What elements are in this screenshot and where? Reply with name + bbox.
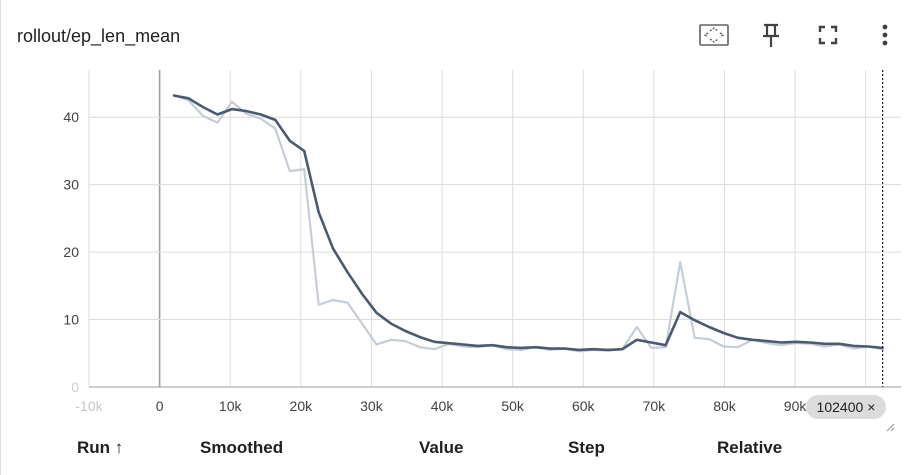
fullscreen-button[interactable] xyxy=(812,22,844,52)
x-tick-label: 70k xyxy=(643,398,667,414)
data-table-header: Run ↑ Smoothed Value Step Relative xyxy=(1,438,922,460)
more-vert-icon xyxy=(881,23,889,52)
x-tick-label: 0 xyxy=(156,398,164,414)
series-line-smoothed xyxy=(172,94,884,352)
y-tick-label: 10 xyxy=(63,312,79,328)
column-header-smoothed[interactable]: Smoothed xyxy=(200,438,284,457)
fit-domain-icon xyxy=(699,23,729,52)
x-tick-label: 10k xyxy=(219,398,243,414)
fullscreen-icon xyxy=(817,24,839,51)
x-tick-label: 30k xyxy=(360,398,384,414)
y-tick-label: 0 xyxy=(71,379,79,395)
close-icon[interactable]: × xyxy=(867,399,876,415)
x-tick-label: 40k xyxy=(431,398,455,414)
column-header-run[interactable]: Run ↑ xyxy=(77,438,124,457)
fit-domain-button[interactable] xyxy=(698,22,730,52)
pin-button[interactable] xyxy=(755,22,787,52)
x-tick-label: 20k xyxy=(290,398,314,414)
x-tick-label: -10k xyxy=(75,398,103,414)
y-tick-label: 40 xyxy=(63,109,79,125)
pin-icon xyxy=(759,22,783,53)
more-options-button[interactable] xyxy=(869,22,901,52)
step-cursor-value: 102400 xyxy=(816,399,864,415)
line-chart[interactable]: -10k010k20k30k40k50k60k70k80k90k100k0102… xyxy=(1,60,901,420)
y-tick-label: 20 xyxy=(63,244,79,260)
x-tick-label: 90k xyxy=(784,398,808,414)
step-cursor-chip[interactable]: 102400 × xyxy=(806,395,886,419)
column-header-step[interactable]: Step xyxy=(568,438,605,457)
y-tick-label: 30 xyxy=(63,177,79,193)
series-line-raw xyxy=(173,93,884,353)
x-tick-label: 50k xyxy=(501,398,525,414)
x-tick-label: 60k xyxy=(572,398,596,414)
column-header-relative[interactable]: Relative xyxy=(717,438,783,457)
resize-handle-icon[interactable] xyxy=(885,419,895,432)
card-title: rollout/ep_len_mean xyxy=(17,26,181,46)
x-tick-label: 80k xyxy=(713,398,737,414)
column-header-value[interactable]: Value xyxy=(419,438,464,457)
